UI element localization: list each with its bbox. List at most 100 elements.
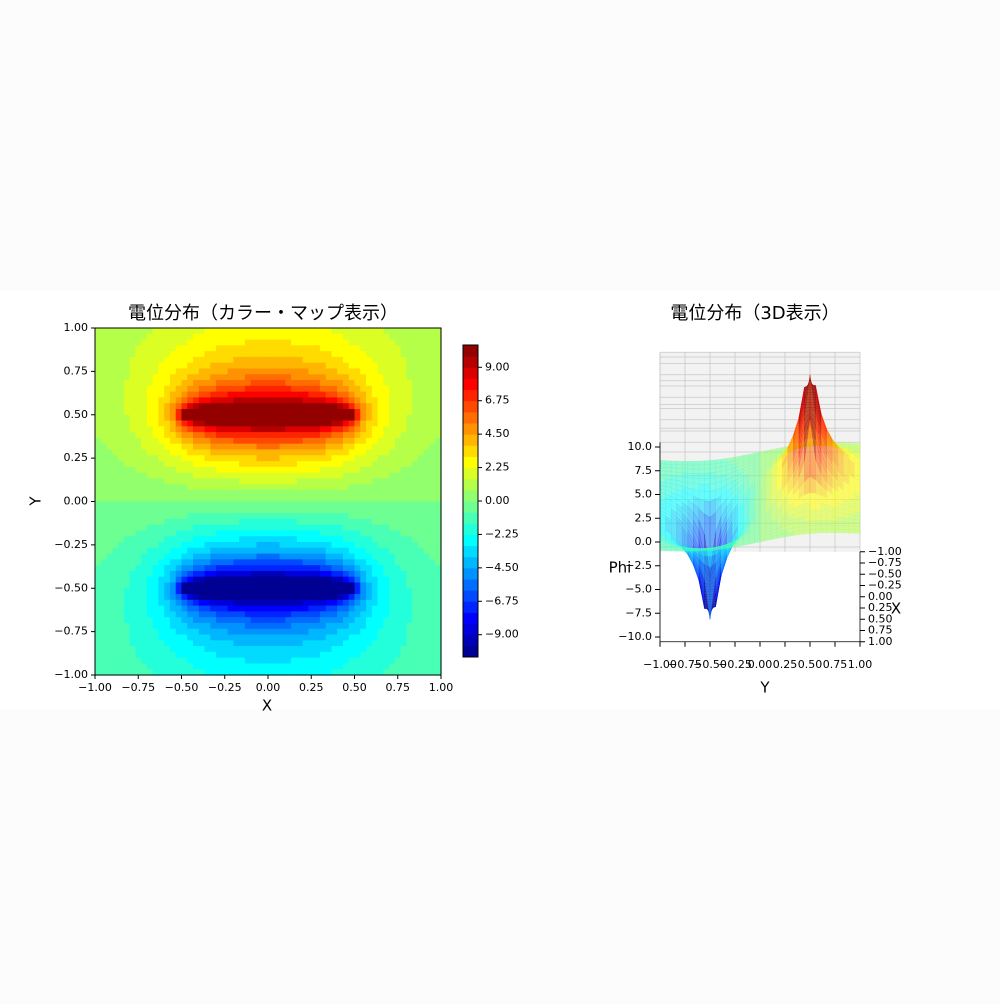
contour-cell: [239, 554, 245, 560]
contour-cell: [187, 530, 193, 536]
contour-cell: [366, 473, 372, 479]
contour-cell: [383, 444, 389, 450]
contour-cell: [308, 397, 314, 403]
contour-cell: [251, 357, 257, 363]
contour-cell: [314, 374, 320, 380]
contour-cell: [112, 467, 118, 473]
contour-cell: [141, 658, 147, 664]
contour-cell: [182, 611, 188, 617]
contour-cell: [406, 588, 412, 594]
contour-cell: [412, 530, 418, 536]
contour-cell: [251, 571, 257, 577]
colorbar-band: [463, 423, 478, 435]
contour-cell: [429, 421, 435, 427]
contour-cell: [424, 403, 430, 409]
colorbar-band: [463, 546, 478, 558]
contour-cell: [320, 363, 326, 369]
contour-cell: [141, 484, 147, 490]
contour-cell: [153, 582, 159, 588]
contour-cell: [251, 438, 257, 444]
contour-cell: [176, 363, 182, 369]
contour-cell: [268, 461, 274, 467]
contour-cell: [360, 374, 366, 380]
contour-cell: [337, 403, 343, 409]
contour-cell: [343, 502, 349, 508]
contour-cell: [268, 444, 274, 450]
contour-cell: [239, 467, 245, 473]
contour-cell: [245, 496, 251, 502]
contour-cell: [222, 600, 228, 606]
contour-cell: [124, 484, 130, 490]
contour-cell: [205, 334, 211, 340]
contour-cell: [199, 588, 205, 594]
contour-cell: [101, 461, 107, 467]
contour-cell: [383, 606, 389, 612]
contour-cell: [210, 565, 216, 571]
contour-cell: [199, 374, 205, 380]
contour-cell: [118, 363, 124, 369]
y-tick-label: 0.25: [64, 451, 89, 464]
contour-cell: [383, 600, 389, 606]
contour-cell: [401, 449, 407, 455]
contour-cell: [360, 334, 366, 340]
contour-cell: [153, 357, 159, 363]
contour-cell: [303, 559, 309, 565]
contour-cell: [331, 617, 337, 623]
contour-cell: [233, 611, 239, 617]
contour-cell: [216, 496, 222, 502]
contour-cell: [193, 663, 199, 669]
contour-cell: [141, 600, 147, 606]
contour-cell: [101, 611, 107, 617]
contour-cell: [303, 611, 309, 617]
contour-cell: [112, 386, 118, 392]
contour-cell: [418, 478, 424, 484]
contour-cell: [337, 345, 343, 351]
contour-cell: [222, 403, 228, 409]
contour-cell: [406, 438, 412, 444]
contour-cell: [182, 658, 188, 664]
contour-cell: [268, 663, 274, 669]
contour-cell: [176, 513, 182, 519]
contour-cell: [268, 542, 274, 548]
contour-cell: [147, 403, 153, 409]
contour-cell: [343, 334, 349, 340]
contour-cell: [164, 397, 170, 403]
contour-cell: [210, 663, 216, 669]
contour-cell: [412, 658, 418, 664]
contour-cell: [158, 368, 164, 374]
contour-cell: [308, 386, 314, 392]
contour-cell: [268, 519, 274, 525]
contour-cell: [216, 351, 222, 357]
contour-cell: [297, 386, 303, 392]
contour-cell: [170, 577, 176, 583]
contour-cell: [372, 554, 378, 560]
contour-cell: [101, 496, 107, 502]
contour-cell: [349, 663, 355, 669]
contour-cell: [147, 658, 153, 664]
contour-cell: [262, 600, 268, 606]
contour-cell: [130, 606, 136, 612]
contour-cell: [205, 449, 211, 455]
contour-cell: [429, 496, 435, 502]
contour-cell: [95, 507, 101, 513]
contour-cell: [101, 606, 107, 612]
contour-cell: [268, 409, 274, 415]
contour-cell: [262, 363, 268, 369]
contour-cell: [245, 380, 251, 386]
contour-cell: [228, 357, 234, 363]
contour-cell: [239, 351, 245, 357]
contour-cell: [337, 473, 343, 479]
contour-cell: [274, 635, 280, 641]
contour-cell: [297, 658, 303, 664]
contour-cell: [228, 536, 234, 542]
contour-cell: [268, 328, 274, 334]
contour-cell: [331, 513, 337, 519]
contour-cell: [372, 363, 378, 369]
surface-patch: [838, 521, 844, 525]
contour-cell: [95, 357, 101, 363]
contour-cell: [360, 519, 366, 525]
contour-cell: [239, 542, 245, 548]
contour-cell: [239, 374, 245, 380]
contour-cell: [193, 635, 199, 641]
contour-cell: [355, 467, 361, 473]
